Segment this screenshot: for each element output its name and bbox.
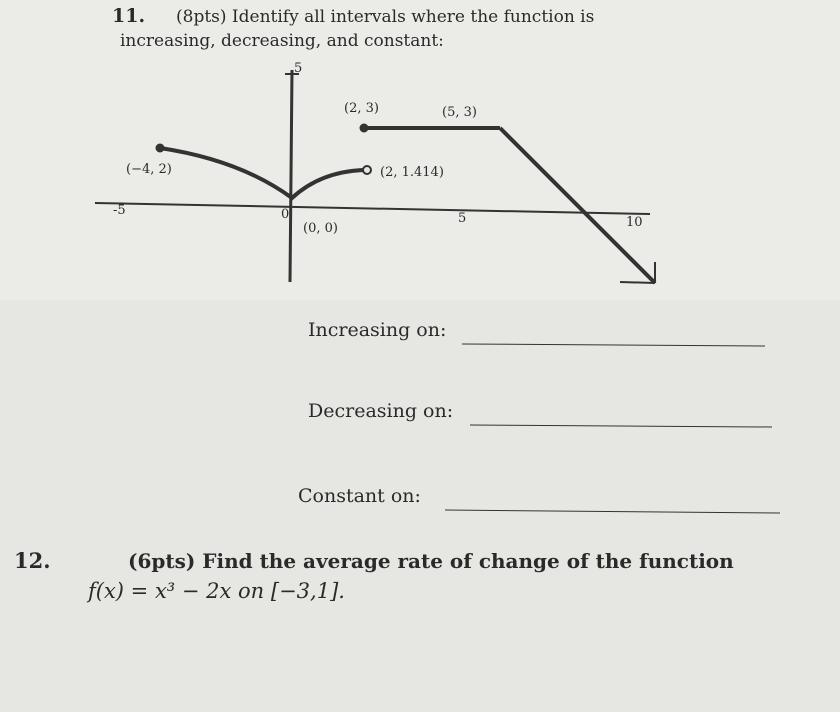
- graph: [94, 69, 657, 285]
- closed-point: [359, 123, 369, 133]
- closed-point: [155, 143, 165, 153]
- x-tick-label: 0: [281, 207, 289, 222]
- curve: [159, 146, 364, 201]
- x-tick-label: -5: [113, 203, 126, 218]
- x-tick-label: 10: [626, 215, 643, 230]
- answer-prompt: Increasing on:: [308, 319, 446, 341]
- point-label: (2, 3): [344, 101, 379, 116]
- prompt: (6pts) Find the average rate of change o…: [128, 549, 734, 573]
- upper-area: [0, 0, 840, 300]
- point-label: (5, 3): [442, 105, 477, 120]
- y-tick-label: 5: [294, 61, 302, 76]
- y-axis: [288, 69, 294, 283]
- answer-line: [444, 509, 781, 514]
- problem-number: 11.: [112, 5, 145, 27]
- point-label: (−4, 2): [126, 162, 172, 177]
- decreasing-segment: [498, 126, 657, 285]
- x-tick-label: 5: [458, 211, 466, 226]
- open-point: [362, 165, 372, 175]
- answer-line: [461, 343, 766, 347]
- x-axis: [94, 202, 651, 215]
- prompt: (8pts) Identify all intervals where the …: [176, 7, 594, 27]
- answer-prompt: Constant on:: [298, 485, 421, 507]
- prompt: increasing, decreasing, and constant:: [120, 31, 444, 51]
- point-label: (2, 1.414): [380, 165, 444, 180]
- answer-line: [469, 424, 773, 428]
- point-label: (0, 0): [303, 221, 338, 236]
- arrow-end: [619, 281, 656, 284]
- formula: f(x) = x³ − 2x on [−3,1].: [86, 579, 345, 603]
- problem-number: 12.: [14, 548, 51, 573]
- answer-prompt: Decreasing on:: [308, 400, 453, 422]
